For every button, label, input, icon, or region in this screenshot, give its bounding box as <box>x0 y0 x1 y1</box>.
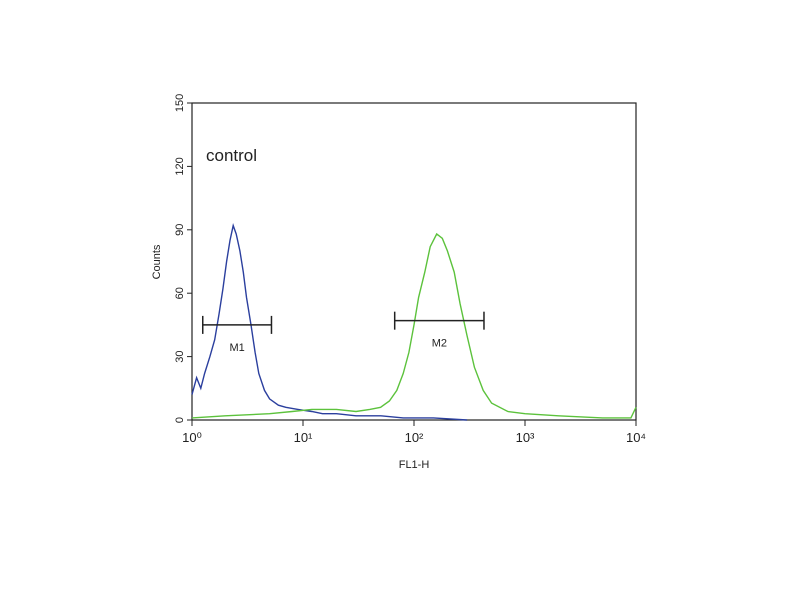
y-tick-label: 0 <box>174 417 186 423</box>
x-tick-label: 10⁴ <box>626 430 646 445</box>
y-tick-label: 30 <box>174 350 186 362</box>
series-line <box>191 223 468 421</box>
y-tick-label: 60 <box>174 287 186 299</box>
x-tick-label: 10³ <box>516 430 535 445</box>
series-line <box>191 232 637 419</box>
marker-label: M2 <box>432 338 447 350</box>
y-tick-label: 90 <box>174 224 186 236</box>
y-tick-label: 120 <box>174 157 186 175</box>
x-tick-label: 10⁰ <box>182 430 202 445</box>
x-axis-label: FL1-H <box>399 459 430 471</box>
x-tick-label: 10¹ <box>294 430 313 445</box>
annotation: control <box>206 146 257 165</box>
x-tick-label: 10² <box>405 430 424 445</box>
y-axis-label: Counts <box>151 244 163 279</box>
y-tick-label: 150 <box>174 94 186 112</box>
marker-label: M1 <box>229 342 244 354</box>
